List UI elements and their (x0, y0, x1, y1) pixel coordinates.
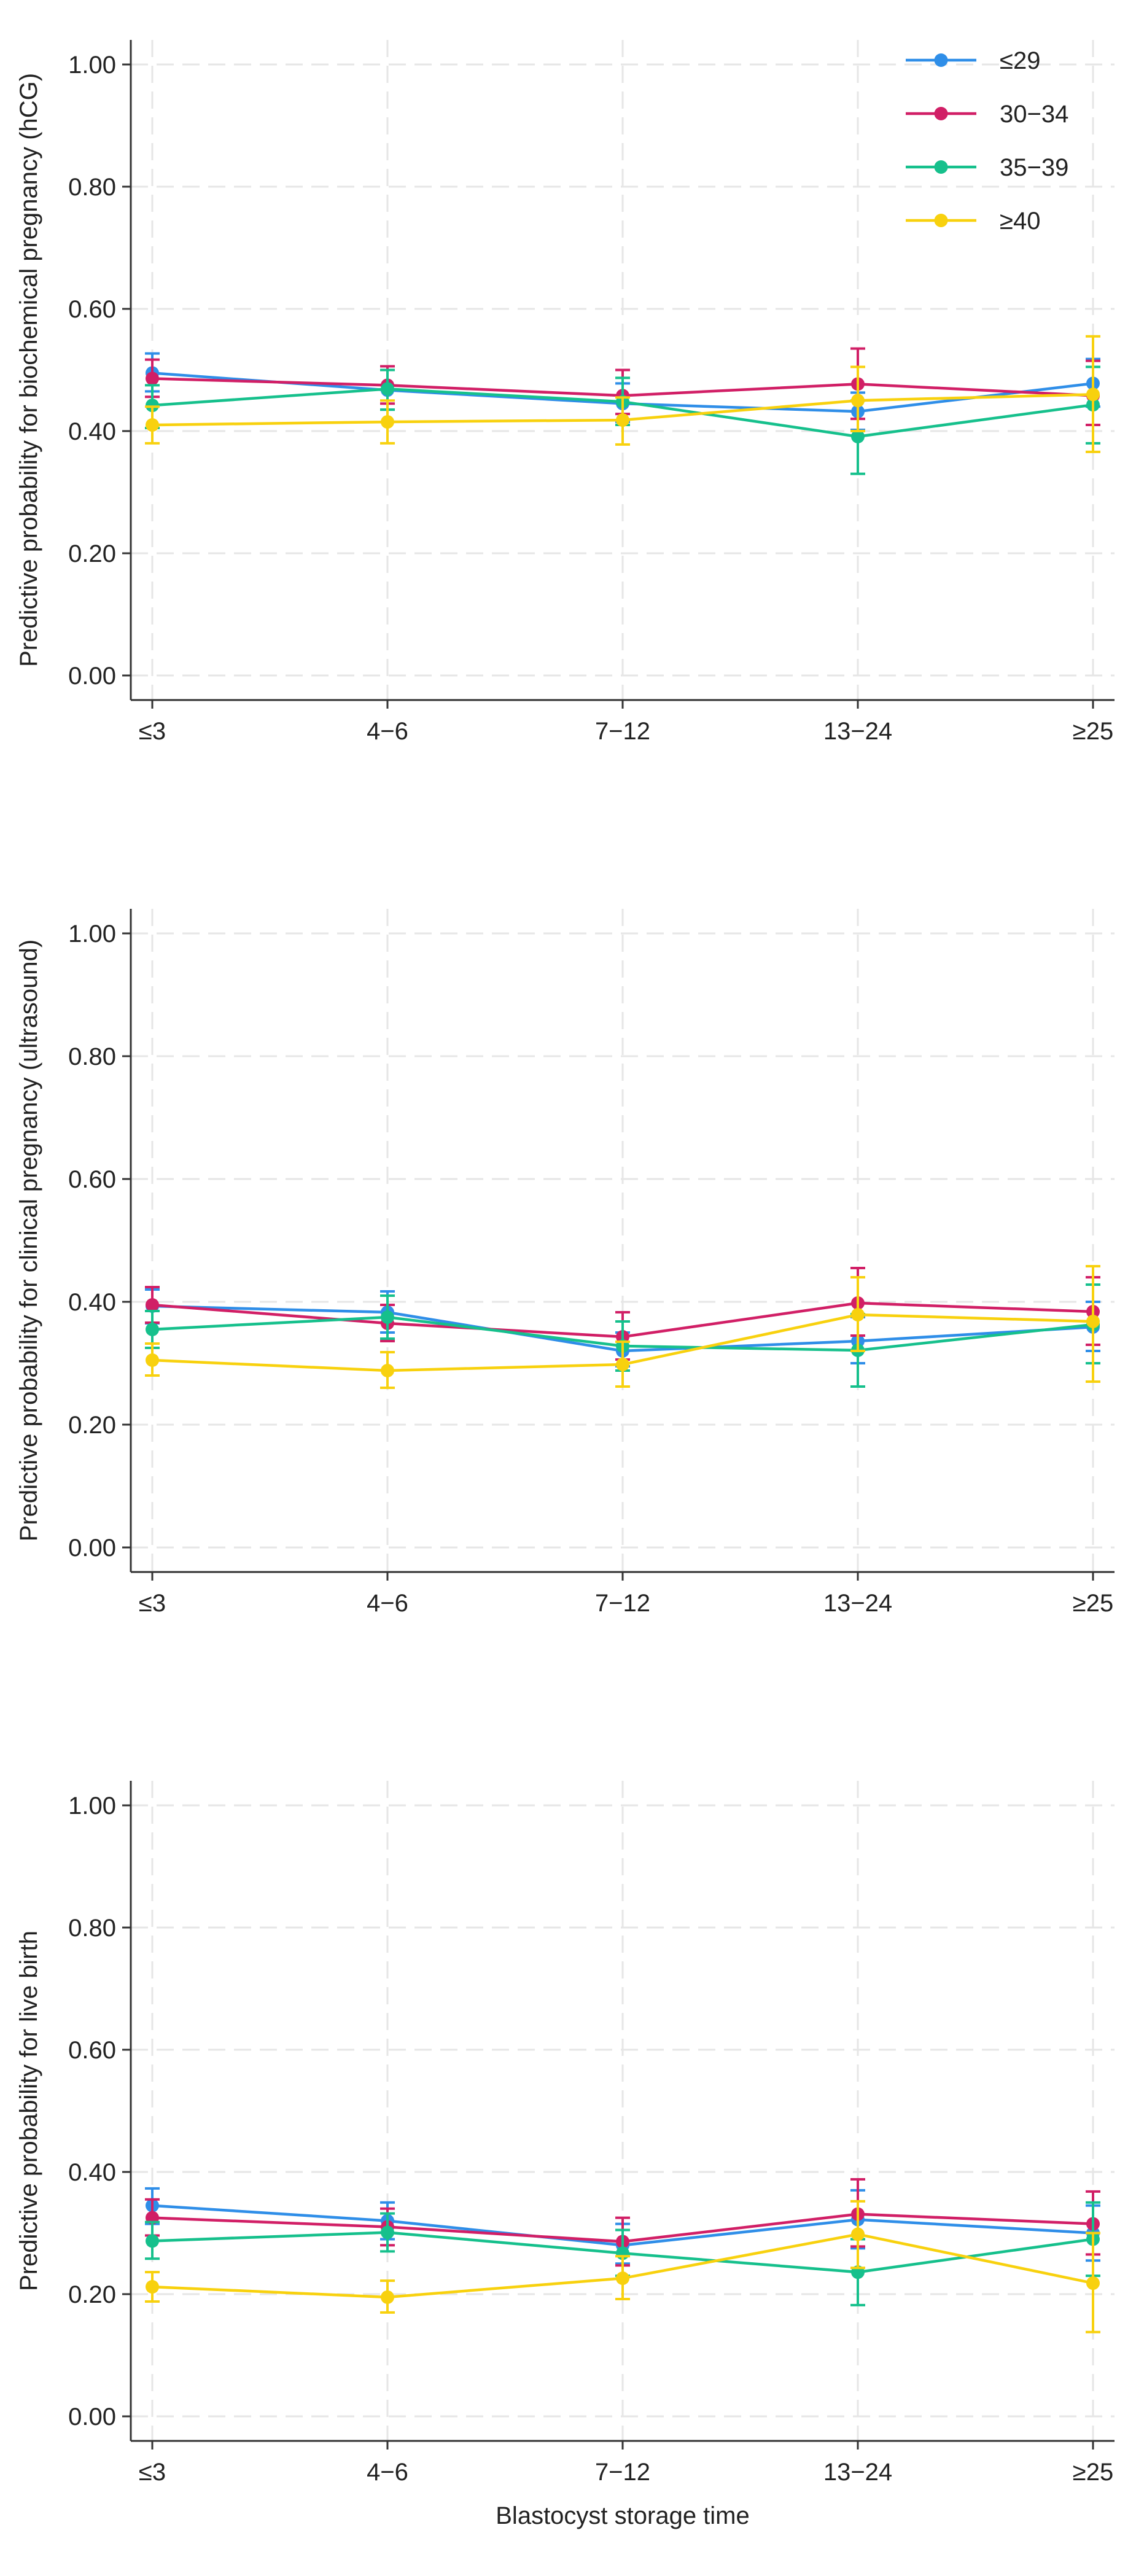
data-point (381, 1310, 394, 1324)
y-tick-label: 1.00 (68, 920, 116, 948)
y-axis-title: Predictive probability for biochemical p… (15, 73, 42, 667)
data-point (851, 2227, 865, 2241)
x-tick-label: ≤3 (139, 718, 166, 745)
y-tick-label: 0.80 (68, 174, 116, 201)
legend-label: ≥40 (1000, 208, 1040, 235)
legend-swatch-marker (934, 53, 948, 67)
data-point (381, 382, 394, 396)
chart-panel-1: 0.00 0.20 0.40 0.60 0.80 1.00 ≤3 4−6 7−12 13−24 ≥2… (15, 40, 1115, 745)
data-point (381, 2225, 394, 2239)
y-axis-title: Predictive probability for live birth (15, 1931, 42, 2291)
legend-swatch-marker (934, 107, 948, 120)
y-tick-label: 1.00 (68, 1792, 116, 1819)
x-axis-title: Blastocyst storage time (496, 2502, 750, 2529)
data-point (146, 1353, 159, 1367)
y-tick-label: 0.40 (68, 1289, 116, 1316)
x-tick-label: ≤3 (139, 1590, 166, 1617)
legend-item: 30−34 (906, 101, 1068, 128)
x-tick-label: ≥25 (1073, 1590, 1113, 1617)
y-tick-label: 0.00 (68, 1535, 116, 1562)
data-point (851, 394, 865, 408)
legend: ≤29 30−34 35−39 ≥40 (906, 47, 1068, 235)
data-point (381, 1364, 394, 1377)
data-point (146, 418, 159, 432)
data-point (146, 372, 159, 386)
x-tick-label: 7−12 (595, 2459, 650, 2486)
y-axis-title: Predictive probability for clinical preg… (15, 940, 42, 1541)
data-point (851, 429, 865, 443)
data-point (146, 2280, 159, 2294)
y-tick-label: 0.20 (68, 540, 116, 567)
legend-item: 35−39 (906, 154, 1068, 181)
y-tick-label: 0.20 (68, 2281, 116, 2308)
chart-panel-2: 0.00 0.20 0.40 0.60 0.80 1.00 ≤3 4−6 7−12 13−24 ≥2… (15, 909, 1115, 1617)
x-tick-label: 4−6 (367, 718, 408, 745)
data-point (146, 1298, 159, 1312)
data-point (1086, 387, 1100, 402)
data-point (381, 2290, 394, 2304)
legend-label: ≤29 (1000, 47, 1040, 74)
legend-label: 35−39 (1000, 154, 1068, 181)
y-tick-label: 0.80 (68, 1915, 116, 1942)
y-tick-label: 0.00 (68, 663, 116, 690)
x-tick-label: ≤3 (139, 2459, 166, 2486)
y-tick-label: 0.00 (68, 2403, 116, 2430)
y-tick-label: 1.00 (68, 52, 116, 79)
y-tick-label: 0.60 (68, 296, 116, 323)
data-point (616, 413, 629, 427)
y-tick-label: 0.60 (68, 2037, 116, 2064)
x-tick-label: 4−6 (367, 2459, 408, 2486)
y-tick-label: 0.40 (68, 418, 116, 445)
y-tick-label: 0.20 (68, 1412, 116, 1439)
y-tick-label: 0.60 (68, 1166, 116, 1193)
x-tick-label: 7−12 (595, 1590, 650, 1617)
data-point (616, 1358, 629, 1371)
y-tick-label: 0.80 (68, 1043, 116, 1070)
y-tick-label: 0.40 (68, 2159, 116, 2186)
data-point (146, 2234, 159, 2248)
legend-label: 30−34 (1000, 101, 1068, 128)
x-tick-label: 13−24 (823, 718, 892, 745)
data-point (1086, 1315, 1100, 1328)
series-4 (145, 1265, 1100, 1389)
x-tick-label: ≥25 (1073, 2459, 1113, 2486)
x-tick-label: 13−24 (823, 1590, 892, 1617)
data-point (381, 415, 394, 429)
series-4 (145, 335, 1100, 453)
x-tick-label: 4−6 (367, 1590, 408, 1617)
legend-swatch-marker (934, 214, 948, 227)
legend-swatch-marker (934, 160, 948, 174)
chart-panel-3: 0.00 0.20 0.40 0.60 0.80 1.00 ≤3 4−6 7−12 13−24 ≥2… (15, 1781, 1115, 2529)
series-4 (145, 2200, 1100, 2333)
x-tick-label: 7−12 (595, 718, 650, 745)
data-point (1086, 2276, 1100, 2290)
data-point (146, 1323, 159, 1336)
x-tick-label: 13−24 (823, 2459, 892, 2486)
data-point (851, 1308, 865, 1321)
data-point (616, 2271, 629, 2286)
legend-item: ≤29 (906, 47, 1040, 74)
legend-item: ≥40 (906, 208, 1040, 235)
x-tick-label: ≥25 (1073, 718, 1113, 745)
